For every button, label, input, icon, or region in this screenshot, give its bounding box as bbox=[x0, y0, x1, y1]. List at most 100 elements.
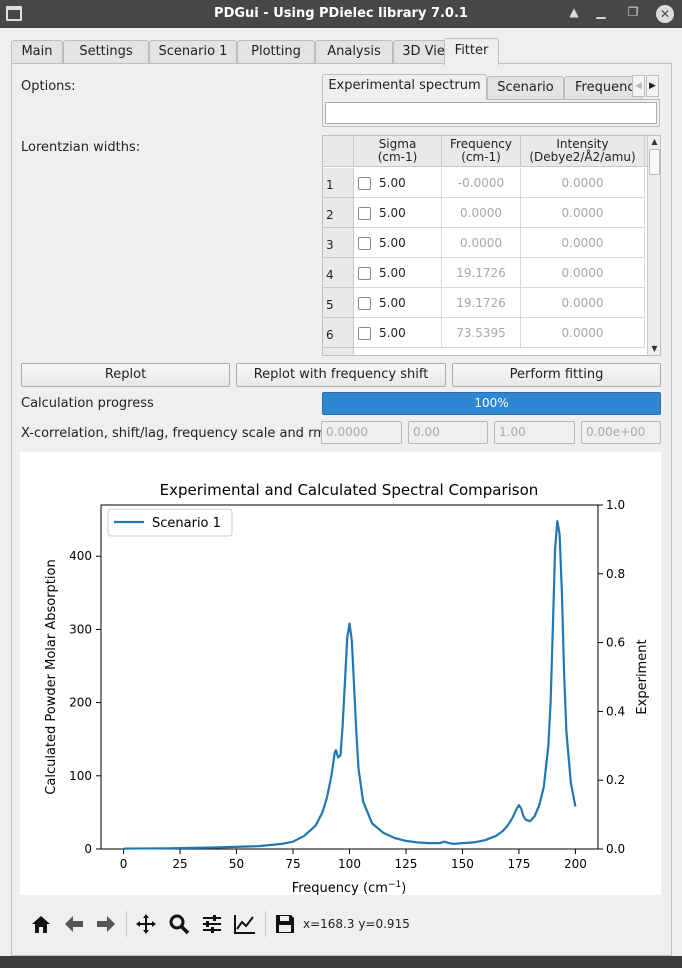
row-number[interactable]: 3 bbox=[323, 228, 354, 258]
x-tick-label: 200 bbox=[564, 857, 587, 871]
series-line-scenario-1 bbox=[123, 520, 577, 850]
y-tick-label: 100 bbox=[69, 769, 92, 783]
x-axis-ticks: 0 25 50 75 100 125 150 175 200 bbox=[120, 849, 587, 871]
header-sigma[interactable]: Sigma (cm-1) bbox=[354, 136, 442, 167]
row-checkbox[interactable] bbox=[358, 327, 371, 340]
x-axis-label-close: ) bbox=[401, 881, 406, 895]
table-corner bbox=[323, 136, 354, 167]
sigma-cell[interactable]: 5.00 bbox=[354, 228, 442, 258]
row-number[interactable]: 6 bbox=[323, 318, 354, 348]
y-tick-label: 0 bbox=[84, 842, 92, 856]
frequency-scale-field: 1.00 bbox=[494, 421, 575, 444]
y2-tick-label: 0.6 bbox=[606, 636, 625, 650]
legend-label: Scenario 1 bbox=[152, 516, 221, 531]
x-tick-label: 150 bbox=[451, 857, 474, 871]
tab-settings[interactable]: Settings bbox=[63, 40, 149, 64]
row-number[interactable]: 5 bbox=[323, 288, 354, 318]
sigma-cell[interactable]: 5.00 bbox=[354, 198, 442, 228]
legend: Scenario 1 bbox=[107, 508, 233, 537]
maximize-window-button[interactable]: ❐ bbox=[627, 5, 639, 19]
experimental-file-input[interactable] bbox=[325, 102, 657, 124]
edit-axis-icon[interactable] bbox=[233, 913, 257, 935]
row-number[interactable]: 4 bbox=[323, 258, 354, 288]
back-arrow-icon[interactable] bbox=[62, 913, 86, 935]
header-frequency-line1: Frequency bbox=[450, 137, 512, 151]
subtab-experimental-spectrum[interactable]: Experimental spectrum bbox=[322, 74, 487, 100]
replot-button[interactable]: Replot bbox=[21, 363, 230, 387]
y2-axis-label: Experiment bbox=[635, 639, 650, 714]
tab-fitter[interactable]: Fitter bbox=[444, 38, 499, 65]
sigma-value: 5.00 bbox=[379, 326, 406, 340]
header-sigma-line2: (cm-1) bbox=[377, 150, 418, 164]
y-tick-label: 300 bbox=[69, 622, 92, 636]
pan-icon[interactable] bbox=[134, 913, 158, 935]
row-checkbox[interactable] bbox=[358, 237, 371, 250]
home-icon[interactable] bbox=[29, 913, 53, 935]
tab-analysis[interactable]: Analysis bbox=[315, 40, 393, 64]
intensity-cell: 0.0000 bbox=[521, 198, 645, 228]
experimental-spectrum-panel bbox=[322, 99, 660, 127]
row-checkbox[interactable] bbox=[358, 177, 371, 190]
window-title: PDGui - Using PDielec library 7.0.1 bbox=[214, 6, 468, 21]
plot-frame bbox=[100, 504, 599, 850]
matplotlib-toolbar: x=168.3 y=0.915 bbox=[20, 895, 661, 952]
x-axis-label-main: Frequency (cm bbox=[292, 881, 388, 895]
row-checkbox[interactable] bbox=[358, 207, 371, 220]
scroll-down-arrow-icon[interactable]: ▼ bbox=[651, 344, 658, 353]
intensity-cell: 0.0000 bbox=[521, 168, 645, 198]
table-header: Sigma (cm-1) Frequency (cm-1) Intensity … bbox=[323, 136, 647, 167]
sigma-cell[interactable]: 5.00 bbox=[354, 288, 442, 318]
subtab-scroll-left-button[interactable]: ◀ bbox=[632, 75, 645, 97]
tab-main[interactable]: Main bbox=[11, 40, 63, 64]
save-icon[interactable] bbox=[273, 913, 297, 935]
intensity-cell: 0.0000 bbox=[521, 318, 645, 348]
xcorrelation-label: X-correlation, shift/lag, frequency scal… bbox=[21, 426, 341, 441]
x-axis-label-sup: −1 bbox=[388, 880, 401, 890]
row-checkbox[interactable] bbox=[358, 297, 371, 310]
tab-scenario-1[interactable]: Scenario 1 bbox=[149, 40, 237, 64]
frequency-cell: 73.5395 bbox=[442, 318, 521, 348]
tab-plotting[interactable]: Plotting bbox=[237, 40, 315, 64]
shade-window-button[interactable]: ▲ bbox=[569, 5, 579, 19]
subtab-frequency[interactable]: Frequenc bbox=[564, 76, 642, 100]
x-tick-label: 25 bbox=[172, 857, 187, 871]
x-axis-label: Frequency (cm−1) bbox=[292, 880, 407, 895]
table-vertical-scrollbar[interactable]: ▲ ▼ bbox=[647, 136, 660, 355]
y2-tick-label: 0.2 bbox=[606, 773, 625, 787]
subplots-config-icon[interactable] bbox=[200, 913, 224, 935]
toolbar-separator bbox=[126, 911, 127, 937]
subtab-scroll-right-button[interactable]: ▶ bbox=[646, 75, 659, 97]
scroll-up-arrow-icon[interactable]: ▲ bbox=[651, 137, 658, 146]
scrollbar-thumb[interactable] bbox=[649, 149, 660, 175]
subtab-scenario[interactable]: Scenario bbox=[487, 76, 564, 100]
replot-with-frequency-shift-button[interactable]: Replot with frequency shift bbox=[236, 363, 446, 387]
intensity-cell: 0.0000 bbox=[521, 288, 645, 318]
forward-arrow-icon[interactable] bbox=[94, 913, 118, 935]
lorentzian-table: Sigma (cm-1) Frequency (cm-1) Intensity … bbox=[322, 135, 661, 356]
header-frequency-line2: (cm-1) bbox=[461, 150, 501, 164]
row-checkbox[interactable] bbox=[358, 267, 371, 280]
spectrum-chart[interactable]: Experimental and Calculated Spectral Com… bbox=[20, 452, 661, 895]
row-number[interactable]: 2 bbox=[323, 198, 354, 228]
header-frequency[interactable]: Frequency (cm-1) bbox=[442, 136, 521, 167]
x-tick-label: 75 bbox=[285, 857, 300, 871]
chart-title: Experimental and Calculated Spectral Com… bbox=[160, 481, 539, 499]
intensity-cell: 0.0000 bbox=[521, 258, 645, 288]
y-tick-label: 200 bbox=[69, 696, 92, 710]
options-subtab-bar: Experimental spectrum Scenario Frequenc … bbox=[322, 74, 660, 100]
perform-fitting-button[interactable]: Perform fitting bbox=[452, 363, 661, 387]
legend-box bbox=[107, 508, 233, 537]
header-intensity-line1: Intensity bbox=[556, 137, 609, 151]
header-intensity[interactable]: Intensity (Debye2/Å2/amu) bbox=[521, 136, 645, 167]
sigma-cell[interactable]: 5.00 bbox=[354, 318, 442, 348]
spectrum-figure[interactable]: Experimental and Calculated Spectral Com… bbox=[20, 452, 661, 895]
sigma-value: 5.00 bbox=[379, 266, 406, 280]
y2-tick-label: 1.0 bbox=[606, 498, 625, 512]
close-window-button[interactable]: ✕ bbox=[656, 5, 674, 23]
minimize-window-button[interactable]: ▁ bbox=[596, 5, 606, 19]
sigma-cell[interactable]: 5.00 bbox=[354, 168, 442, 198]
sigma-cell[interactable]: 5.00 bbox=[354, 258, 442, 288]
row-number[interactable]: 1 bbox=[323, 168, 354, 198]
frequency-cell: 0.0000 bbox=[442, 228, 521, 258]
zoom-icon[interactable] bbox=[167, 913, 191, 935]
